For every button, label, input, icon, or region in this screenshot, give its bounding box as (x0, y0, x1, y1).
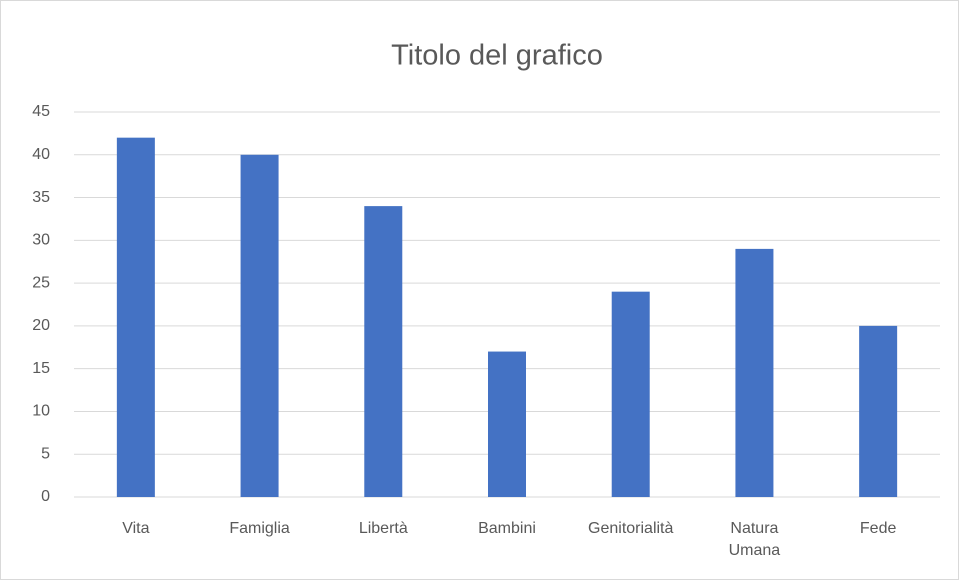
x-tick-label: Bambini (478, 520, 536, 537)
y-tick-label: 30 (32, 232, 50, 249)
x-tick-label: Fede (859, 520, 897, 537)
y-tick-label: 35 (32, 189, 50, 206)
bar (240, 154, 279, 497)
x-tick-label: Natura Umana (728, 520, 781, 559)
bar (859, 325, 898, 497)
y-tick-label: 20 (32, 317, 50, 334)
x-tick-label-box: Famiglia (210, 518, 310, 540)
y-tick-label: 45 (32, 103, 50, 120)
x-tick-label: Libertà (358, 520, 408, 537)
chart-title: Titolo del grafico (391, 40, 603, 72)
bar (488, 351, 526, 497)
x-tick-label: Famiglia (229, 520, 290, 537)
bar (611, 291, 650, 497)
x-tick-label-box: Fede (828, 518, 928, 540)
x-tick-label-box: Natura Umana (704, 518, 804, 562)
bar (735, 248, 774, 497)
y-tick-label: 15 (32, 360, 50, 377)
y-tick-label: 0 (41, 488, 50, 505)
y-tick-label: 5 (41, 445, 50, 462)
y-tick-label: 40 (32, 146, 50, 163)
y-tick-label: 25 (32, 274, 50, 291)
x-tick-label-box: Vita (86, 518, 186, 540)
y-tick-label: 10 (32, 403, 50, 420)
x-tick-label-box: Bambini (457, 518, 557, 540)
bar (116, 137, 155, 497)
x-tick-label: Genitorialità (588, 520, 674, 537)
x-tick-label-box: Genitorialità (581, 518, 681, 540)
bar (364, 206, 403, 497)
x-tick-label-box: Libertà (333, 518, 433, 540)
x-tick-label: Vita (122, 520, 150, 537)
